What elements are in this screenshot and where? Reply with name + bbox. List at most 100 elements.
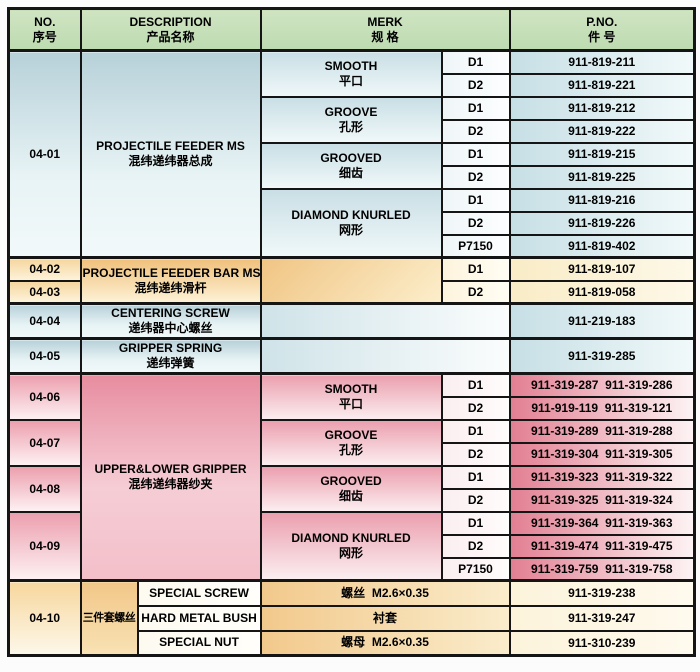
part-no-cell: 911-319-247: [508, 604, 696, 632]
part-no-value: 911-319-325 911-319-324: [531, 493, 673, 507]
set-group-cell: 三件套螺丝: [79, 579, 139, 657]
no-cell: 04-04: [7, 302, 82, 340]
variant-cell: D2: [440, 534, 511, 559]
variant-value: D2: [467, 401, 484, 415]
part-no-cell: 911-319-287 911-319-286: [508, 372, 696, 398]
description-en: PROJECTILE FEEDER MS: [96, 139, 245, 153]
variant-cell: D1: [440, 95, 511, 121]
part-no-value: 911-819-226: [568, 216, 636, 230]
table-row: 04-06 UPPER&LOWER GRIPPER 混纬递纬器纱夹 SMOOTH 平…: [7, 372, 696, 582]
table-row: 04-02 PROJECTILE FEEDER BAR MS 混纬递纬滑杆 D1 …: [7, 256, 696, 305]
parts-table: NO. 序号 DESCRIPTION 产品名称 MERK 规 格 P.NO. 件 号 0…: [7, 7, 697, 657]
table-row: D2 911-819-226: [9, 211, 696, 236]
col-header-no-zh: 序号: [32, 29, 57, 44]
col-header-no-en: NO.: [34, 14, 56, 29]
variant-cell: P7150: [440, 234, 511, 259]
spec-zh: 平口: [339, 73, 364, 88]
table-row: D2 911-819-222: [9, 119, 696, 144]
no-cell: 04-07: [7, 418, 82, 467]
variant-cell: D2: [440, 165, 511, 190]
no-cell: 04-05: [7, 337, 82, 375]
table-row: SPECIAL NUT 螺母 M2.6×0.35 911-310-239: [9, 629, 696, 657]
part-no-cell: 911-819-221: [508, 73, 696, 98]
table-row: 04-05 GRIPPER SPRING 递纬弹簧 911-319-285: [7, 337, 696, 375]
merk-spec-cell: DIAMOND KNURLED 网形: [259, 510, 443, 582]
part-no-cell: 911-819-107: [508, 256, 696, 282]
variant-value: D2: [467, 447, 484, 461]
spec-zh: 网形: [339, 222, 364, 237]
part-no-cell: 911-819-211: [508, 49, 696, 75]
part-no-value: 911-819-212: [568, 101, 636, 115]
description-zh: 递纬弹簧: [146, 356, 195, 370]
sub-description-cell: SPECIAL SCREW: [136, 579, 262, 607]
variant-value: D1: [467, 262, 484, 277]
spec-en: GROOVED: [320, 473, 382, 488]
merk-spec-cell: GROOVED 细齿: [259, 464, 443, 513]
part-no-value: 911-819-216: [568, 193, 636, 207]
table-row: D2 911-319-325 911-319-324: [9, 488, 696, 513]
table-row: 04-01 PROJECTILE FEEDER MS 混纬递纬器总成 SMOOTH…: [7, 49, 696, 259]
description-en: UPPER&LOWER GRIPPER: [94, 462, 247, 476]
merk-spec-cell: 螺丝 M2.6×0.35: [259, 579, 511, 607]
table-row: 04-04 CENTERING SCREW 递纬器中心螺丝 911-219-183: [7, 302, 696, 340]
no-cell: 04-02: [7, 256, 82, 282]
part-no-cell: 911-819-225: [508, 165, 696, 190]
col-header-merk-en: MERK: [367, 14, 403, 29]
merk-spec-cell-blank: [259, 256, 443, 305]
table-header-row: NO. 序号 DESCRIPTION 产品名称 MERK 规 格 P.NO. 件 号: [7, 7, 696, 52]
variant-cell: D2: [440, 73, 511, 98]
table-row: 04-07 GROOVE 孔形 D1 911-319-289 911-319-28…: [7, 418, 696, 467]
table-row: D2 911-319-474 911-319-475: [9, 534, 696, 559]
description-cell: UPPER&LOWER GRIPPER 混纬递纬器纱夹: [79, 372, 262, 582]
spec-en: DIAMOND KNURLED: [291, 530, 411, 545]
spec-zh: 孔形: [339, 119, 364, 134]
merk-spec-cell-blank: [259, 337, 511, 375]
table-row: DIAMOND KNURLED 网形 D1 911-819-216: [9, 187, 696, 259]
variant-cell: D2: [440, 396, 511, 421]
description-cell: PROJECTILE FEEDER BAR MS 混纬递纬滑杆: [79, 256, 262, 305]
part-no-value: 911-319-323 911-319-322: [531, 470, 673, 484]
variant-cell: D2: [440, 119, 511, 144]
variant-value: D1: [467, 424, 484, 438]
variant-cell: D1: [440, 256, 511, 282]
variant-cell: D2: [440, 211, 511, 236]
sub-description-cell: SPECIAL NUT: [136, 629, 262, 657]
part-no-value: 911-319-289 911-319-288: [531, 424, 673, 438]
description-cell: PROJECTILE FEEDER MS 混纬递纬器总成: [79, 49, 262, 259]
variant-value: D1: [467, 193, 484, 207]
variant-value: D2: [467, 284, 484, 299]
part-no-cell: 911-819-226: [508, 211, 696, 236]
variant-cell: D1: [440, 372, 511, 398]
description-en: PROJECTILE FEEDER BAR MS: [82, 265, 261, 280]
spec-zh: 平口: [339, 396, 364, 411]
description-zh: 混纬递纬器纱夹: [128, 477, 213, 491]
no-value: 04-06: [29, 389, 61, 404]
part-no-cell: 911-919-119 911-319-121: [508, 396, 696, 421]
table-row: 04-09 DIAMOND KNURLED 网形 D1 911-319-364 9…: [7, 510, 696, 582]
sub-description-cell: HARD METAL BUSH: [136, 604, 262, 632]
table-row: D2 911-819-221: [9, 73, 696, 98]
part-no-value: 911-319-247: [568, 611, 636, 625]
part-no-value: 911-319-474 911-319-475: [531, 539, 673, 553]
part-no-value: 911-819-211: [568, 55, 636, 70]
variant-cell: P7150: [440, 557, 511, 582]
no-value: 04-03: [29, 284, 61, 299]
col-header-merk-zh: 规 格: [371, 29, 399, 44]
description-en: CENTERING SCREW: [111, 306, 230, 321]
description-zh: 递纬器中心螺丝: [128, 321, 213, 335]
col-header-description: DESCRIPTION 产品名称: [79, 7, 262, 52]
variant-value: D2: [467, 124, 484, 138]
description-zh: 混纬递纬器总成: [128, 154, 213, 168]
part-no-value: 911-919-119 911-319-121: [531, 401, 673, 415]
variant-value: D2: [467, 493, 484, 507]
no-cell: 04-03: [7, 279, 82, 305]
table-row: HARD METAL BUSH 衬套 911-319-247: [9, 604, 696, 632]
table-row: P7150 911-819-402: [9, 234, 696, 259]
variant-value: D1: [467, 378, 484, 393]
no-value: 04-02: [29, 262, 61, 277]
variant-cell: D1: [440, 510, 511, 536]
variant-value: D1: [467, 147, 484, 161]
part-no-cell: 911-819-402: [508, 234, 696, 259]
merk-spec-cell: SMOOTH 平口: [259, 49, 443, 98]
variant-value: P7150: [458, 561, 493, 576]
